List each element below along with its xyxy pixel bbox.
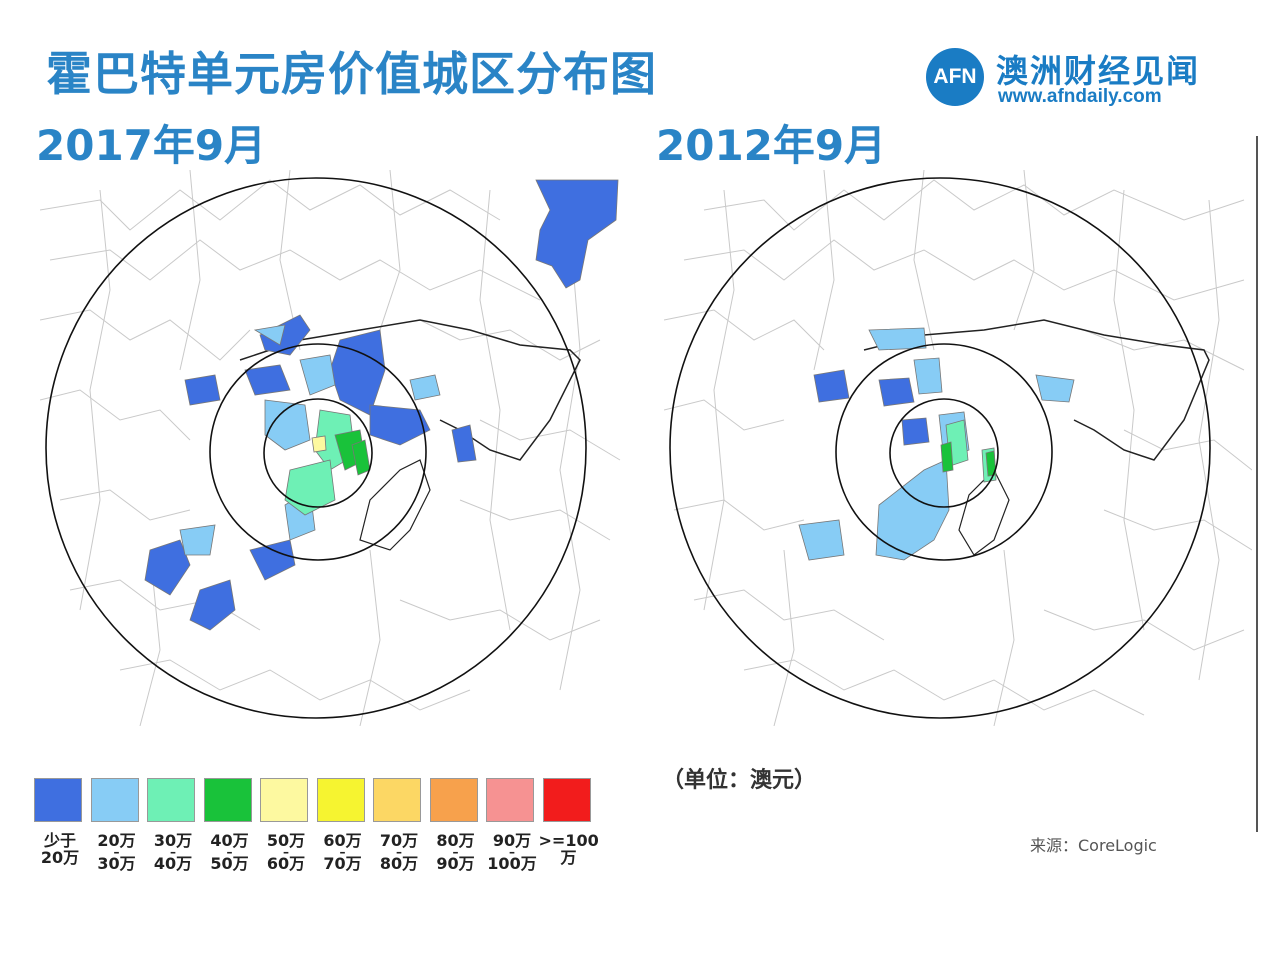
legend-label-line2: 100万	[487, 854, 537, 873]
legend-label: 60万 –70万	[313, 832, 373, 872]
page-title: 霍巴特单元房价值城区分布图	[46, 47, 657, 101]
coastline	[239, 319, 581, 461]
legend-label-line1: 40万	[210, 831, 249, 850]
legend-label: 40万 –50万	[200, 832, 260, 872]
legend-label-line1: 80万	[436, 831, 475, 850]
map-2017	[40, 170, 621, 726]
legend-item: 少于 20万	[34, 778, 86, 866]
legend-label: 50万 –60万	[256, 832, 316, 872]
legend-label: >=100万	[539, 832, 599, 866]
legend-label-line1: 20万	[97, 831, 136, 850]
legend-label: 少于 20万	[30, 832, 90, 866]
distance-rings	[45, 177, 587, 719]
legend-label-line1: >=100万	[538, 831, 599, 867]
peninsula-outline	[958, 468, 1010, 556]
legend-label: 70万 –80万	[369, 832, 429, 872]
legend-swatch	[316, 778, 365, 822]
coastline	[863, 319, 1210, 461]
legend-label-line2: 80万	[379, 854, 419, 873]
peninsula-outline	[359, 459, 431, 551]
map-label-2012: 2012年9月	[656, 121, 887, 170]
legend-swatch	[147, 778, 195, 822]
logo: AFN 澳洲财经见闻 www.afndaily.com	[926, 44, 1206, 114]
legend-label-line2: 40万	[153, 854, 193, 873]
legend-label-line1: 70万	[379, 831, 419, 850]
panel-divider	[1256, 136, 1258, 832]
legend-label: 30万 –40万	[143, 832, 203, 872]
legend-item: 30万 –40万	[147, 778, 199, 872]
legend-label: 80万 –90万	[426, 832, 486, 872]
legend-label-dash: –	[113, 845, 120, 859]
legend-label-line1: 30万	[153, 831, 193, 850]
suburb-fills	[798, 327, 1075, 561]
legend-label-dash: –	[339, 845, 346, 859]
source-note: 来源：CoreLogic	[1030, 836, 1157, 855]
legend-item: 70万 –80万	[373, 778, 425, 872]
legend-label-line2: 50万	[210, 854, 249, 873]
legend-item: 40万 –50万	[203, 778, 256, 872]
legend-label-line2: 90万	[436, 854, 475, 873]
legend-item: 80万 –90万	[429, 778, 482, 872]
price-legend: 少于 20万 20万 –30万 30万 –40万 40万 –50万 50万 –60万 60万 –70万…	[34, 778, 634, 888]
legend-label: 20万 –30万	[87, 832, 147, 872]
unit-note: （单位：澳元）	[662, 768, 817, 793]
legend-label-line1: 90万	[492, 831, 532, 850]
legend-swatch	[90, 778, 139, 822]
legend-label-line2: 60万	[266, 854, 306, 873]
legend-label-dash: –	[396, 845, 402, 859]
legend-swatch	[373, 778, 421, 822]
legend-swatch	[203, 778, 252, 822]
legend-label-dash: –	[170, 845, 176, 859]
legend-label-line2: 30万	[97, 854, 136, 873]
legend-swatch	[542, 778, 591, 822]
legend-label-dash: –	[509, 845, 515, 859]
legend-label-line2: 70万	[323, 854, 362, 873]
legend-item: 60万 –70万	[316, 778, 369, 872]
legend-item: 90万 –100万	[486, 778, 538, 872]
legend-swatch	[486, 778, 534, 822]
legend-swatch	[260, 778, 308, 822]
legend-label-dash: –	[283, 845, 289, 859]
legend-swatch	[429, 778, 478, 822]
legend-item: >=100万	[539, 778, 599, 866]
legend-item: 20万 –30万	[90, 778, 143, 872]
logo-name: 澳洲财经见闻	[996, 52, 1201, 90]
legend-label-dash: –	[226, 845, 233, 859]
legend-label: 90万 –100万	[482, 832, 542, 872]
suburb-boundaries	[40, 170, 621, 726]
legend-swatch	[34, 778, 82, 822]
suburb-fills	[144, 179, 619, 631]
legend-label-line1: 60万	[323, 831, 362, 850]
map-2012	[664, 170, 1252, 726]
map-label-2017: 2017年9月	[36, 121, 267, 170]
legend-label-dash: –	[452, 845, 459, 859]
legend-label-line2: 20万	[40, 848, 80, 867]
distance-rings	[669, 177, 1211, 719]
legend-label-line1: 少于	[43, 831, 76, 850]
legend-item: 50万 –60万	[260, 778, 312, 872]
afn-logo-mark: AFN	[926, 48, 984, 106]
legend-label-line1: 50万	[266, 831, 306, 850]
logo-url: www.afndaily.com	[998, 86, 1162, 107]
